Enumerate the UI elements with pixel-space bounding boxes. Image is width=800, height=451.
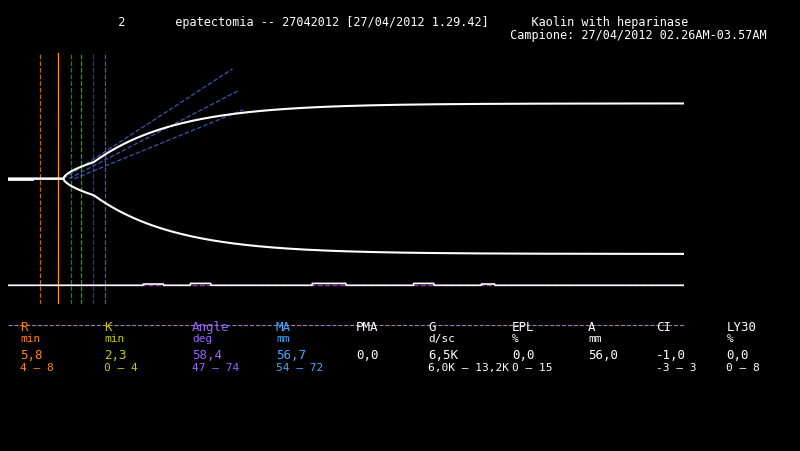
Text: 0 — 15: 0 — 15: [512, 363, 553, 373]
Text: %: %: [726, 334, 733, 344]
Text: EPL: EPL: [512, 320, 534, 333]
Text: d/sc: d/sc: [428, 334, 455, 344]
Text: 6,0K — 13,2K: 6,0K — 13,2K: [428, 363, 509, 373]
Text: 56,7: 56,7: [276, 348, 306, 361]
Text: 47 — 74: 47 — 74: [192, 363, 239, 373]
Text: PMA: PMA: [356, 320, 378, 333]
Text: LY30: LY30: [726, 320, 757, 333]
Text: min: min: [20, 334, 40, 344]
Text: 4 — 8: 4 — 8: [20, 363, 54, 373]
Text: 56,0: 56,0: [588, 348, 618, 361]
Text: %: %: [512, 334, 518, 344]
Text: Angle: Angle: [192, 320, 230, 333]
Text: mm: mm: [588, 334, 602, 344]
Text: deg: deg: [192, 334, 212, 344]
Text: 0 — 8: 0 — 8: [726, 363, 760, 373]
Text: 2       epatectomia -- 27042012 [27/04/2012 1.29.42]      Kaolin with heparinase: 2 epatectomia -- 27042012 [27/04/2012 1.…: [104, 16, 688, 29]
Text: 0 — 4: 0 — 4: [104, 363, 138, 373]
Text: 0,0: 0,0: [512, 348, 534, 361]
Text: mm: mm: [276, 334, 290, 344]
Text: -3 — 3: -3 — 3: [656, 363, 697, 373]
Text: G: G: [428, 320, 435, 333]
Text: R: R: [20, 320, 27, 333]
Text: -1,0: -1,0: [656, 348, 686, 361]
Text: A: A: [588, 320, 595, 333]
Text: 6,5K: 6,5K: [428, 348, 458, 361]
Text: 54 — 72: 54 — 72: [276, 363, 323, 373]
Text: min: min: [104, 334, 124, 344]
Text: MA: MA: [276, 320, 291, 333]
Text: 0,0: 0,0: [356, 348, 378, 361]
Text: K: K: [104, 320, 111, 333]
Text: 0,0: 0,0: [726, 348, 749, 361]
Text: CI: CI: [656, 320, 671, 333]
Text: 58,4: 58,4: [192, 348, 222, 361]
Text: 2,3: 2,3: [104, 348, 126, 361]
Text: 5,8: 5,8: [20, 348, 42, 361]
Text: Campione: 27/04/2012 02.26AM-03.57AM: Campione: 27/04/2012 02.26AM-03.57AM: [104, 29, 766, 42]
